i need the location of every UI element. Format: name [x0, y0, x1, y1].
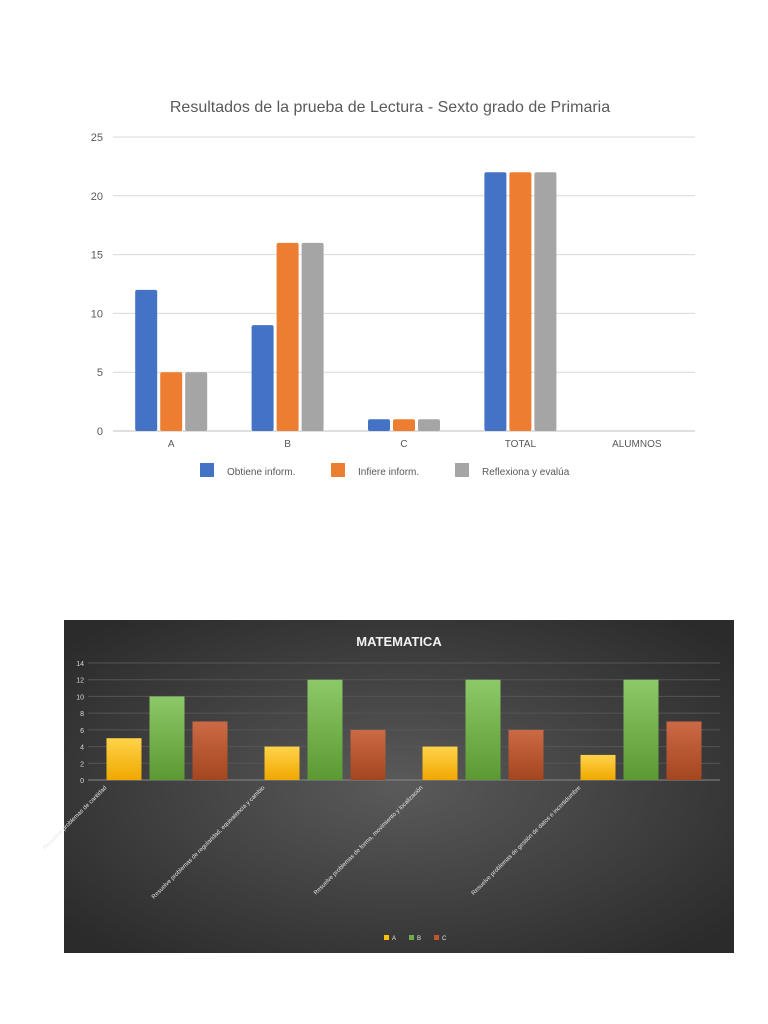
bar — [422, 746, 458, 780]
y-tick-label: 0 — [97, 426, 103, 438]
legend-label: Obtiene inform. — [227, 467, 295, 478]
bar — [534, 172, 557, 431]
bar — [465, 679, 501, 780]
chart-legend: Obtiene inform. Infiere inform. Reflexiona… — [200, 463, 570, 478]
bar — [623, 679, 659, 780]
bar — [580, 754, 616, 780]
legend-label: C — [442, 936, 447, 942]
bar — [368, 419, 390, 431]
bar — [666, 721, 702, 780]
bar — [149, 696, 185, 780]
chart-bars — [135, 172, 557, 431]
bar — [509, 172, 532, 431]
bar — [160, 372, 183, 431]
bar — [301, 242, 324, 431]
bar — [350, 729, 386, 780]
chart-bars — [106, 679, 702, 780]
x-tick-label: ALUMNOS — [612, 439, 662, 450]
y-tick-label: 20 — [91, 191, 103, 203]
y-tick-label: 25 — [91, 132, 103, 144]
bar — [185, 372, 208, 431]
bar — [106, 738, 142, 780]
legend-label: Reflexiona y evalúa — [482, 467, 570, 478]
y-tick-label: 8 — [80, 711, 84, 718]
legend-swatch — [434, 935, 439, 940]
bar — [135, 289, 158, 431]
y-tick-label: 12 — [76, 678, 84, 685]
bar — [192, 721, 228, 780]
y-tick-label: 15 — [91, 250, 103, 262]
y-tick-label: 10 — [91, 308, 103, 320]
lectura-chart-svg: Resultados de la prueba de Lectura - Sex… — [91, 99, 695, 478]
bar — [393, 419, 415, 431]
legend-swatch — [455, 463, 469, 477]
chart-legend: A B C — [384, 935, 447, 942]
bar — [307, 679, 343, 780]
matematica-chart: MATEMATICA 0 2 4 6 8 10 12 14 Resuelve problema… — [0, 600, 768, 980]
legend-swatch — [384, 935, 389, 940]
x-tick-label: TOTAL — [505, 439, 537, 450]
y-tick-label: 5 — [97, 367, 103, 379]
lectura-chart: Resultados de la prueba de Lectura - Sex… — [91, 99, 695, 478]
bar — [418, 419, 440, 431]
x-tick-label: A — [168, 439, 175, 450]
legend-swatch — [200, 463, 214, 477]
legend-swatch — [331, 463, 345, 477]
bar — [264, 746, 300, 780]
bar — [484, 172, 507, 431]
y-tick-label: 2 — [80, 761, 84, 768]
x-tick-label: C — [400, 439, 407, 450]
y-tick-label: 6 — [80, 728, 84, 735]
bar — [251, 325, 274, 431]
chart-title: MATEMATICA — [356, 634, 442, 649]
legend-label: B — [417, 936, 421, 942]
chart-title: Resultados de la prueba de Lectura - Sex… — [170, 99, 610, 116]
x-tick-label: B — [284, 439, 291, 450]
bar — [276, 242, 299, 431]
legend-label: Infiere inform. — [358, 467, 419, 478]
bar — [508, 729, 544, 780]
y-tick-label: 4 — [80, 745, 84, 752]
legend-swatch — [409, 935, 414, 940]
chart-background — [64, 620, 734, 953]
chart-grid: 0 5 10 15 20 25 — [91, 132, 695, 438]
y-tick-label: 0 — [80, 778, 84, 785]
x-axis-labels: A B C TOTAL ALUMNOS — [168, 439, 662, 450]
y-tick-label: 14 — [76, 661, 84, 668]
y-tick-label: 10 — [76, 694, 84, 701]
legend-label: A — [392, 936, 396, 942]
